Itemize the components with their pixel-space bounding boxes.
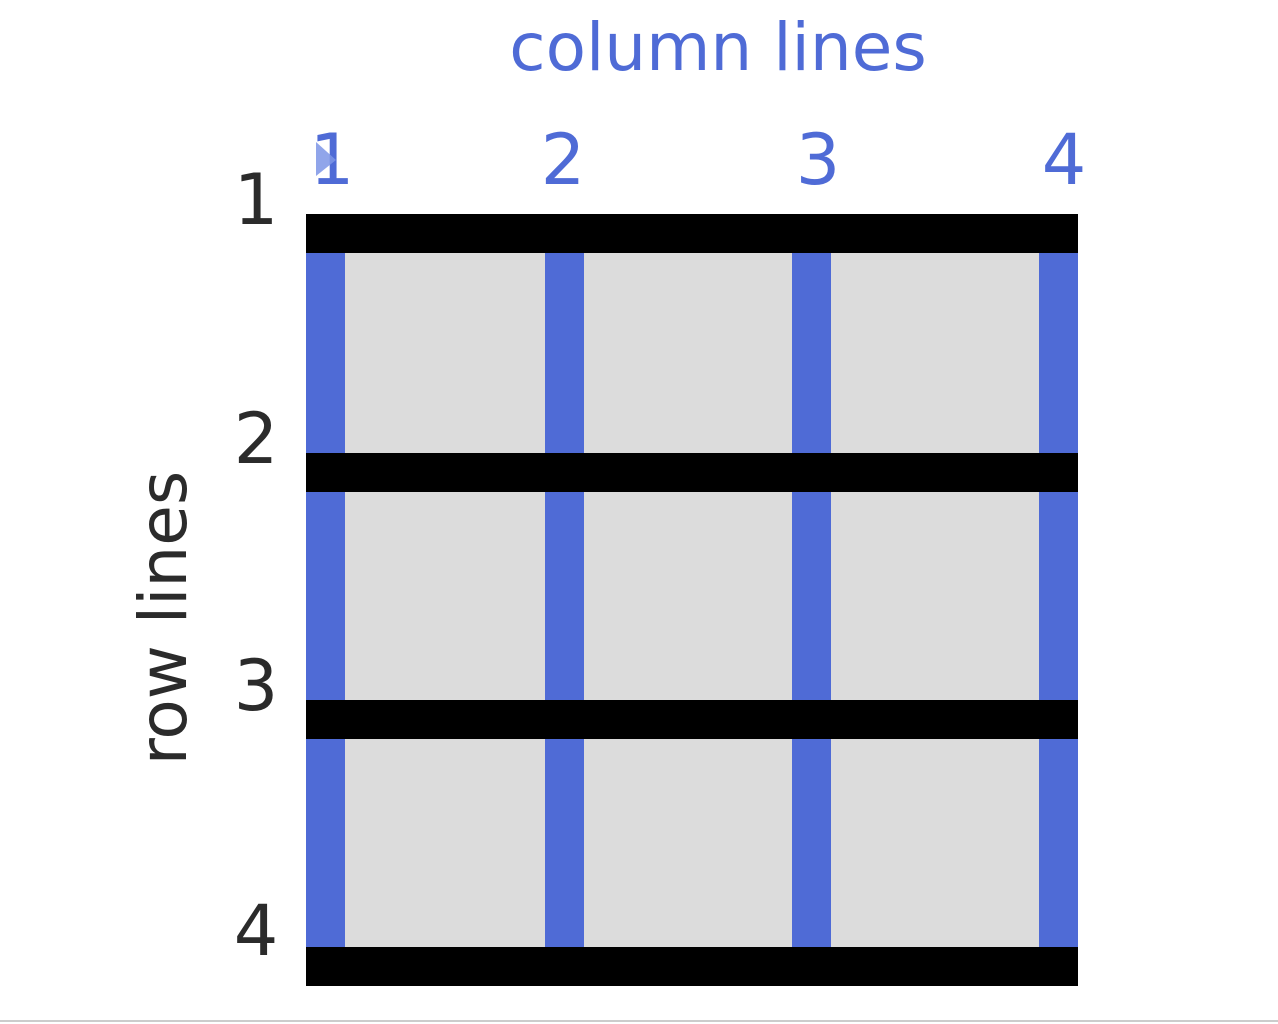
column-line-2 bbox=[545, 214, 584, 986]
cursor-arrow-icon bbox=[316, 142, 336, 176]
column-number-2: 2 bbox=[541, 119, 586, 201]
row-line-2 bbox=[306, 453, 1078, 492]
column-number-4: 4 bbox=[1042, 119, 1087, 201]
row-number-1: 1 bbox=[234, 159, 279, 241]
column-lines-title: column lines bbox=[509, 9, 926, 86]
row-line-1 bbox=[306, 214, 1078, 253]
row-number-4: 4 bbox=[234, 890, 279, 972]
column-line-3 bbox=[792, 214, 831, 986]
grid-cells-background bbox=[306, 214, 1078, 986]
column-line-4 bbox=[1039, 214, 1078, 986]
column-line-1 bbox=[306, 214, 345, 986]
column-number-3: 3 bbox=[796, 119, 841, 201]
row-number-3: 3 bbox=[234, 645, 279, 727]
row-line-4 bbox=[306, 947, 1078, 986]
row-lines-title: row lines bbox=[125, 471, 202, 766]
row-number-2: 2 bbox=[234, 398, 279, 480]
bottom-divider bbox=[0, 1020, 1278, 1022]
row-line-3 bbox=[306, 700, 1078, 739]
